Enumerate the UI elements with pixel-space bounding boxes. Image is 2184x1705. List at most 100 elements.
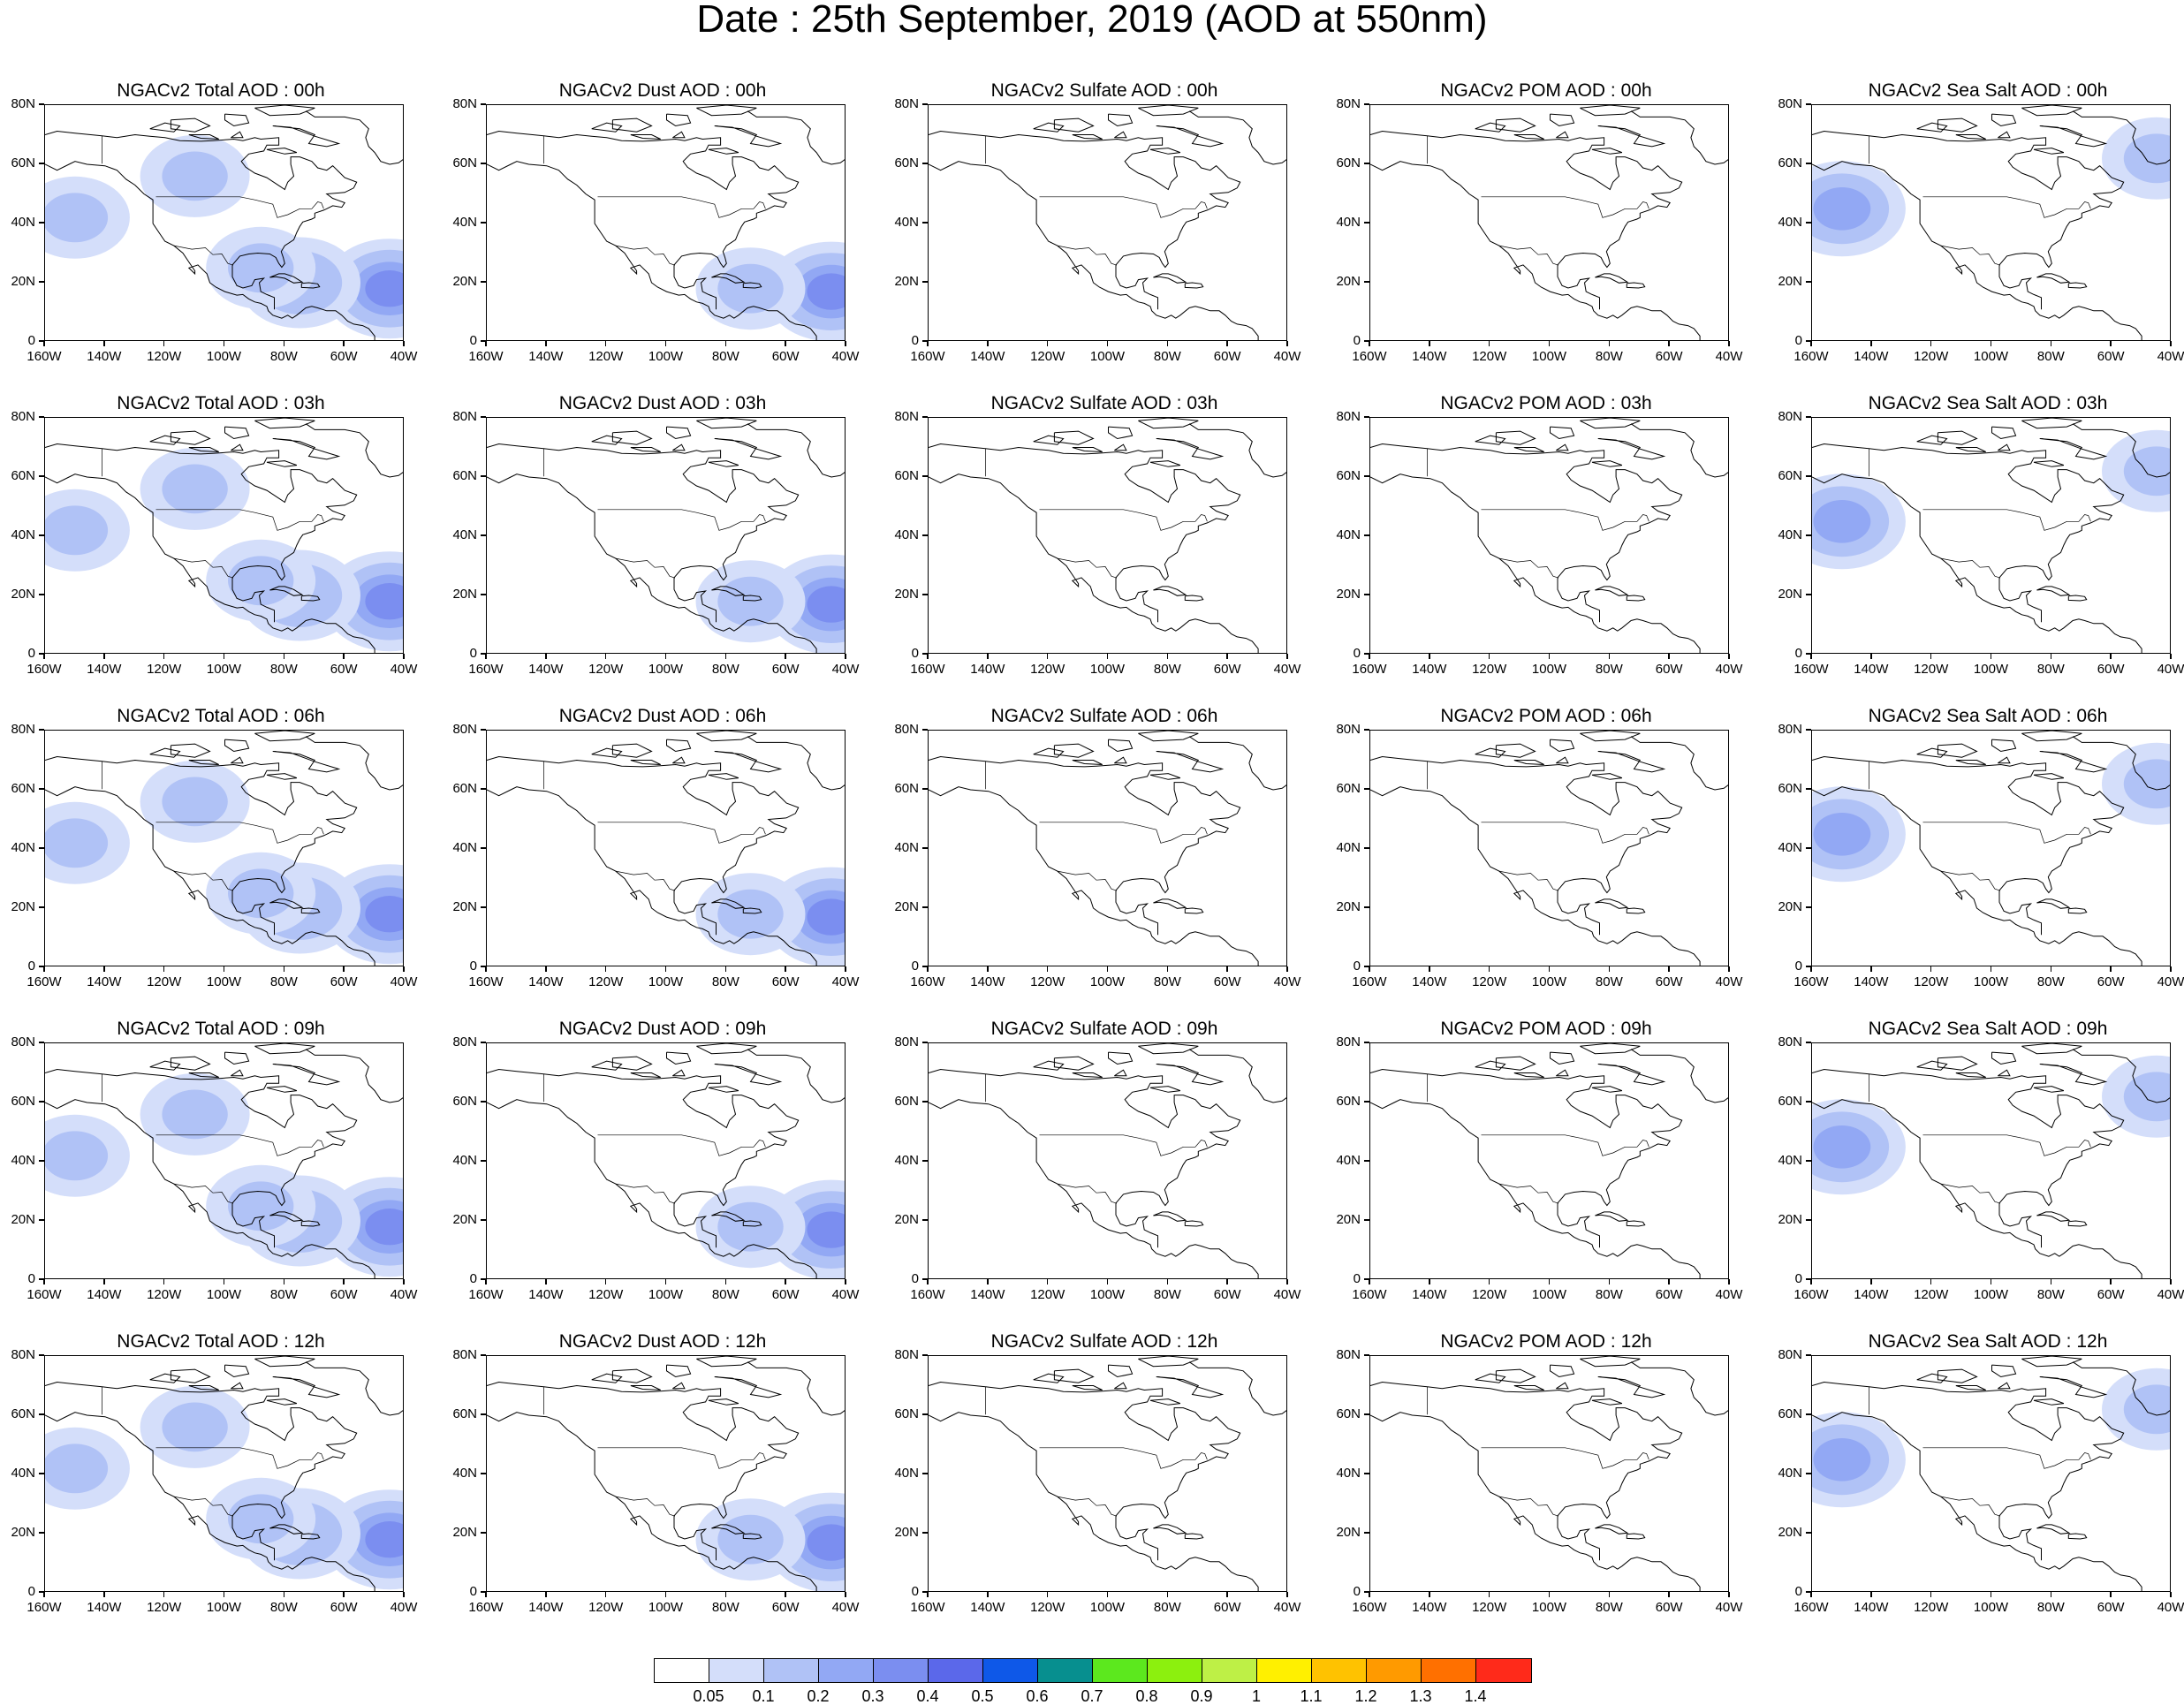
lon-tick-mark	[1429, 1592, 1430, 1597]
coastline	[487, 1356, 845, 1591]
colorbar-swatch	[874, 1659, 929, 1682]
lon-tick-label: 40W	[831, 1600, 860, 1615]
colorbar-label: 1.4	[1464, 1687, 1487, 1705]
lat-tick-label: 20N	[452, 1525, 477, 1540]
lat-tick-mark	[1364, 475, 1369, 477]
lon-tick-mark	[1286, 1592, 1288, 1597]
map-plot	[486, 1042, 846, 1279]
lat-tick-mark	[481, 1160, 486, 1162]
lat-tick-label: 0	[469, 333, 477, 348]
lat-tick-mark	[1364, 1101, 1369, 1103]
lat-tick-mark	[1364, 1591, 1369, 1593]
lat-tick-mark	[1806, 1413, 1811, 1415]
lat-tick-mark	[1806, 594, 1811, 595]
lon-tick-label: 100W	[1973, 974, 2009, 989]
lat-tick-label: 60N	[1778, 1094, 1802, 1109]
lon-tick-mark	[724, 341, 727, 346]
lon-tick-mark	[1226, 1592, 1228, 1597]
lat-tick-mark	[1364, 416, 1369, 418]
lat-tick-label: 60N	[1336, 468, 1361, 483]
lon-tick-label: 120W	[588, 662, 624, 677]
aod-field	[695, 1492, 845, 1591]
lat-tick-label: 80N	[894, 722, 919, 737]
coastline	[1370, 1043, 1728, 1278]
lon-tick-mark	[2170, 654, 2172, 659]
lon-tick-label: 160W	[27, 662, 62, 677]
lat-tick-mark	[481, 1413, 486, 1415]
panel-title: NGACv2 POM AOD : 09h	[1440, 1019, 1652, 1039]
lon-tick-label: 100W	[1531, 349, 1567, 364]
map-plot	[44, 417, 404, 654]
lat-tick-mark	[922, 416, 928, 418]
lat-tick-mark	[481, 847, 486, 849]
lat-tick-label: 0	[911, 333, 919, 348]
lon-tick-mark	[1810, 1279, 1812, 1284]
lon-tick-mark	[927, 1279, 929, 1284]
panel-title: NGACv2 Dust AOD : 09h	[558, 1019, 767, 1039]
lon-tick-label: 100W	[1531, 974, 1567, 989]
lat-tick-label: 60N	[894, 781, 919, 796]
political-borders	[1869, 1386, 2091, 1517]
map-panel: NGACv2 Sea Salt AOD : 00h 0 20N 40N 60N 80N 1…	[1767, 80, 2184, 376]
lon-tick-label: 80W	[1595, 662, 1623, 677]
lat-tick-label: 0	[911, 1271, 919, 1286]
lat-tick-mark	[481, 594, 486, 595]
lat-tick-mark	[481, 340, 486, 342]
lon-tick-label: 80W	[1153, 974, 1181, 989]
lat-tick-label: 40N	[1778, 215, 1802, 230]
lon-tick-mark	[604, 654, 607, 659]
lon-tick-label: 80W	[2036, 1600, 2065, 1615]
map-panel: NGACv2 Sea Salt AOD : 09h 0 20N 40N 60N 80N 1…	[1767, 1018, 2184, 1315]
political-borders	[1869, 761, 2091, 891]
lon-tick-mark	[403, 654, 405, 659]
panel-title: NGACv2 Sea Salt AOD : 09h	[1868, 1019, 2108, 1039]
lon-tick-mark	[43, 1279, 45, 1284]
lon-tick-mark	[223, 654, 225, 659]
lon-tick-label: 120W	[1914, 1600, 1949, 1615]
aod-field	[45, 447, 403, 652]
lat-tick-label: 40N	[11, 1466, 35, 1481]
political-borders	[543, 1073, 766, 1204]
lon-tick-label: 40W	[390, 349, 418, 364]
lon-tick-mark	[1810, 966, 1812, 972]
lon-tick-label: 160W	[1352, 1600, 1387, 1615]
political-borders	[1869, 448, 2091, 579]
lon-tick-label: 60W	[771, 1600, 800, 1615]
aod-field	[695, 554, 845, 653]
lon-tick-mark	[1930, 341, 1932, 346]
lon-tick-label: 60W	[1213, 1600, 1241, 1615]
lon-tick-mark	[485, 654, 487, 659]
map-panel: NGACv2 POM AOD : 00h 0 20N 40N 60N 80N 160W 14…	[1325, 80, 1767, 376]
lon-tick-label: 80W	[711, 662, 739, 677]
lat-tick-mark	[39, 1354, 44, 1356]
lon-tick-mark	[1429, 654, 1430, 659]
lon-tick-label: 140W	[87, 974, 122, 989]
lon-tick-label: 40W	[831, 662, 860, 677]
lon-tick-mark	[103, 1592, 105, 1597]
lon-tick-mark	[2110, 966, 2112, 972]
lon-tick-label: 160W	[27, 349, 62, 364]
lon-tick-label: 60W	[1655, 349, 1683, 364]
lon-tick-label: 100W	[1973, 349, 2009, 364]
map-panel: NGACv2 Sulfate AOD : 06h 0 20N 40N 60N 80N 16…	[883, 705, 1325, 1002]
lat-tick-mark	[481, 653, 486, 655]
lon-tick-mark	[545, 1592, 547, 1597]
lon-tick-mark	[1608, 341, 1611, 346]
lon-tick-mark	[1548, 1592, 1551, 1597]
lat-tick-mark	[1364, 163, 1369, 164]
lon-tick-mark	[1608, 1592, 1611, 1597]
lat-tick-label: 60N	[11, 468, 35, 483]
lon-tick-mark	[1728, 1592, 1730, 1597]
lon-tick-label: 80W	[269, 1287, 298, 1302]
lon-tick-label: 100W	[1531, 1600, 1567, 1615]
lon-tick-label: 60W	[2097, 349, 2125, 364]
lat-tick-mark	[481, 163, 486, 164]
lon-tick-mark	[1990, 654, 1992, 659]
lon-tick-label: 80W	[1153, 349, 1181, 364]
lat-tick-label: 0	[469, 959, 477, 974]
lon-tick-mark	[724, 966, 727, 972]
panel-title: NGACv2 POM AOD : 00h	[1440, 80, 1652, 101]
lon-tick-mark	[604, 966, 607, 972]
coastline	[1370, 105, 1728, 340]
coastline	[45, 105, 403, 340]
